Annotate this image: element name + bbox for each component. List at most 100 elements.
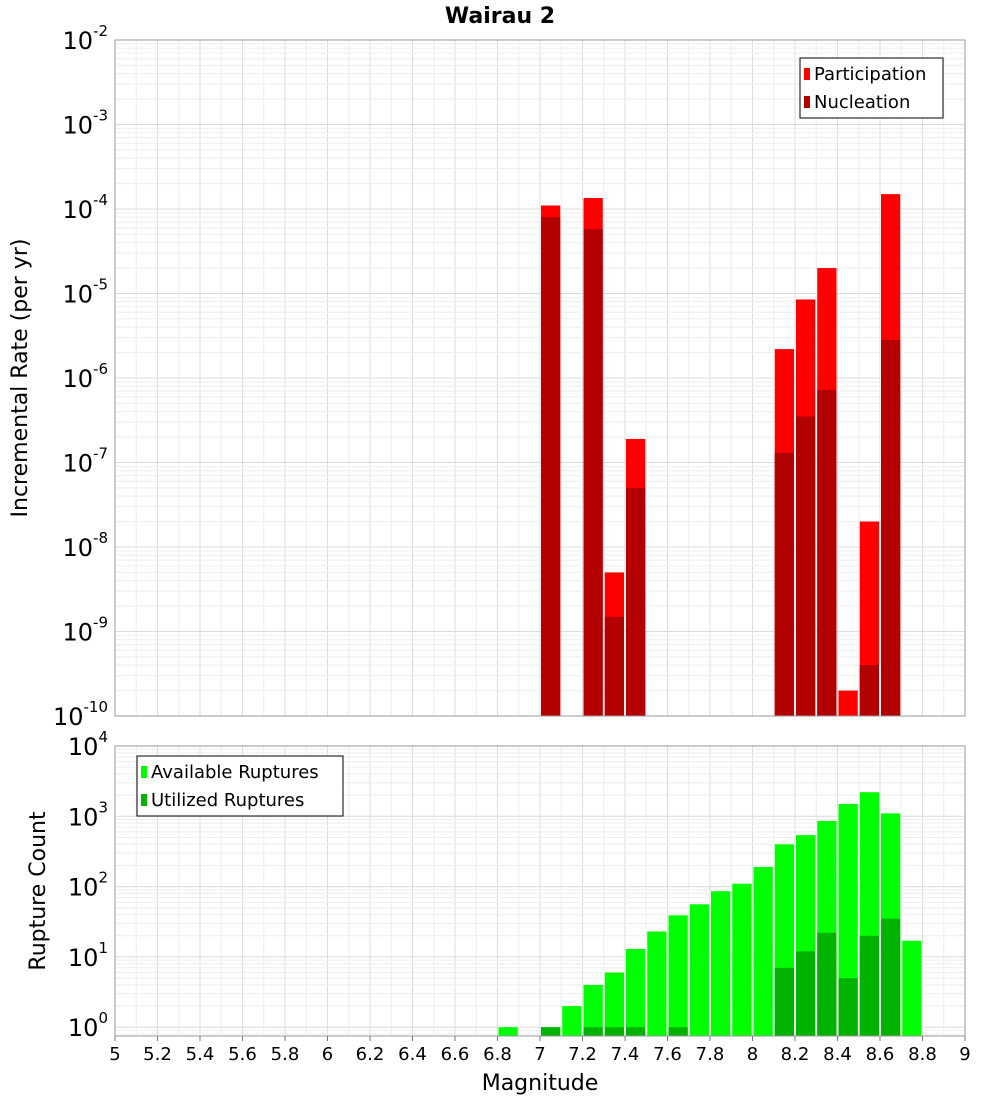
rate-y-tick-base: 10 <box>62 27 93 55</box>
count-legend-swatch <box>141 766 147 778</box>
rate-y-tick-base: 10 <box>53 703 84 731</box>
count-legend-label: Utilized Ruptures <box>151 790 304 811</box>
count-bar <box>711 891 731 1036</box>
rate-y-tick-label: 10-8 <box>62 529 108 562</box>
count-bar <box>859 935 879 1036</box>
count-y-tick-exp: 2 <box>98 869 108 887</box>
x-tick-label: 7.6 <box>653 1044 682 1065</box>
count-y-tick-base: 10 <box>68 1014 99 1042</box>
count-plot-legend: Available Ruptures Utilized Ruptures <box>136 755 344 817</box>
rate-bar <box>838 690 858 716</box>
count-bar <box>668 1027 688 1036</box>
rate-bar <box>604 616 624 716</box>
count-plot-bars <box>498 792 922 1036</box>
count-bar <box>583 984 603 1036</box>
count-y-tick-exp: 3 <box>98 798 108 816</box>
x-tick-label: 5.8 <box>271 1044 300 1065</box>
rate-y-tick-label: 10-3 <box>62 107 108 140</box>
count-y-tick-base: 10 <box>68 733 99 761</box>
rate-y-tick-exp: -6 <box>93 360 108 378</box>
rate-y-tick-exp: -10 <box>84 698 109 716</box>
count-y-tick-label: 102 <box>68 869 108 902</box>
x-tick-label: 7.8 <box>696 1044 725 1065</box>
count-plot-x-ticks: 5 5.2 5.4 5.6 5.8 6 6.2 6.4 6.6 6.8 7 7.2 7.4 7.6 7.8 8… <box>109 1036 971 1065</box>
count-bar <box>902 940 922 1036</box>
count-bar <box>753 867 773 1036</box>
count-y-tick-exp: 0 <box>98 1009 108 1027</box>
count-y-tick-base: 10 <box>68 944 99 972</box>
rate-plot-y-ticks: 10-210-310-410-510-610-710-810-910-10 <box>53 22 108 731</box>
count-bar <box>583 1027 603 1036</box>
x-tick-label: 7.4 <box>611 1044 640 1065</box>
rate-bar <box>859 665 879 716</box>
rate-bar <box>541 217 561 716</box>
rate-y-tick-exp: -2 <box>93 22 108 40</box>
count-bar <box>732 883 752 1036</box>
x-tick-label: 8.2 <box>781 1044 810 1065</box>
rate-y-tick-label: 10-10 <box>53 698 108 731</box>
count-bar <box>604 972 624 1036</box>
rate-y-axis-label: Incremental Rate (per yr) <box>8 239 33 518</box>
x-tick-label: 9 <box>959 1044 970 1065</box>
rate-y-tick-label: 10-7 <box>62 445 108 478</box>
x-tick-label: 8.4 <box>823 1044 852 1065</box>
count-y-tick-label: 104 <box>68 728 108 761</box>
rate-y-tick-base: 10 <box>62 450 93 478</box>
rate-y-tick-label: 10-5 <box>62 276 108 309</box>
count-y-tick-label: 100 <box>68 1009 108 1042</box>
x-tick-label: 5.2 <box>143 1044 172 1065</box>
count-y-tick-label: 101 <box>68 939 108 972</box>
rate-bar <box>583 228 603 716</box>
rate-bar <box>817 390 837 716</box>
rate-legend-label: Participation <box>814 64 926 85</box>
rate-y-tick-label: 10-9 <box>62 614 108 647</box>
rate-y-tick-base: 10 <box>62 619 93 647</box>
rate-legend-swatch <box>804 68 810 80</box>
rate-y-tick-exp: -8 <box>93 529 108 547</box>
rate-y-tick-base: 10 <box>62 281 93 309</box>
rate-plot-legend: Participation Nucleation <box>799 57 944 119</box>
x-tick-label: 6.4 <box>398 1044 427 1065</box>
rate-legend-label: Nucleation <box>814 92 910 113</box>
rate-bar <box>881 340 901 716</box>
count-bar <box>774 967 794 1036</box>
rate-y-tick-label: 10-4 <box>62 191 108 224</box>
count-bar <box>881 918 901 1036</box>
count-bar <box>668 915 688 1036</box>
rate-y-tick-exp: -4 <box>93 191 108 209</box>
count-bar <box>562 1006 582 1036</box>
count-y-tick-label: 103 <box>68 798 108 831</box>
rate-plot-bars <box>541 194 901 716</box>
rate-bar <box>774 452 794 716</box>
rate-y-tick-base: 10 <box>62 112 93 140</box>
count-y-axis-label: Rupture Count <box>26 811 51 971</box>
rate-y-tick-exp: -7 <box>93 445 108 463</box>
count-bar <box>498 1027 518 1036</box>
count-bar <box>817 932 837 1036</box>
x-tick-label: 7 <box>534 1044 545 1065</box>
count-bar <box>838 978 858 1036</box>
rate-plot-frame <box>114 39 966 717</box>
x-tick-label: 7.2 <box>568 1044 597 1065</box>
rate-plot: 10-210-310-410-510-610-710-810-910-10 Pa… <box>53 22 966 731</box>
count-y-tick-base: 10 <box>68 803 99 831</box>
rate-legend-box <box>799 57 944 119</box>
rate-y-tick-base: 10 <box>62 196 93 224</box>
count-y-tick-exp: 1 <box>98 939 108 957</box>
rate-y-tick-base: 10 <box>62 534 93 562</box>
count-bar <box>626 1027 646 1036</box>
count-bar <box>626 948 646 1036</box>
x-tick-label: 8 <box>747 1044 758 1065</box>
count-bar <box>838 803 858 1036</box>
x-tick-label: 5.4 <box>186 1044 215 1065</box>
count-legend-label: Available Ruptures <box>151 762 319 783</box>
count-y-tick-exp: 4 <box>98 728 108 746</box>
rate-y-tick-base: 10 <box>62 365 93 393</box>
count-bar <box>796 951 816 1036</box>
rate-plot-grid <box>114 39 966 717</box>
x-tick-label: 5 <box>109 1044 120 1065</box>
x-tick-label: 6.6 <box>441 1044 470 1065</box>
